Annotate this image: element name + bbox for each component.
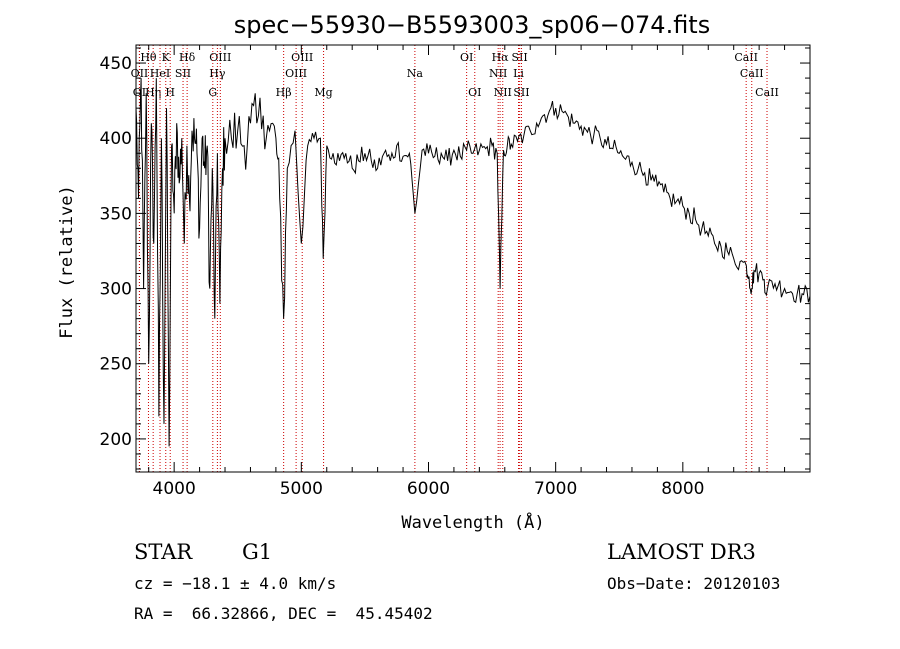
- redshift-readout: cz = −18.1 ± 4.0 km/s: [134, 574, 337, 593]
- line-label-20: NII: [489, 67, 507, 80]
- line-label-7: H: [165, 86, 175, 99]
- y-tick-label-2: 300: [100, 280, 132, 300]
- line-label-9: OIII: [209, 51, 231, 64]
- y-tick-label-3: 350: [100, 204, 132, 224]
- survey-name: LAMOST DR3: [607, 540, 756, 564]
- x-axis-label: Wavelength (Å): [401, 511, 544, 533]
- line-label-18: OI: [468, 86, 481, 99]
- chart-title: spec−55930−B5593003_sp06−074.fits: [234, 11, 710, 39]
- observation-date: Obs−Date: 20120103: [607, 574, 781, 593]
- x-tick-label-0: 4000: [153, 479, 196, 499]
- line-label-22: SII: [512, 51, 528, 64]
- x-tick-label-1: 5000: [280, 479, 323, 499]
- plot-frame: [135, 44, 811, 473]
- line-label-15: Mg: [314, 86, 332, 99]
- line-label-11: G: [208, 86, 217, 99]
- spectrum-series: [135, 78, 811, 447]
- line-label-17: OI: [460, 51, 473, 64]
- y-axis-label: Flux (relative): [57, 185, 77, 339]
- line-label-10: Hγ: [209, 67, 226, 80]
- object-subclass: G1: [242, 540, 273, 564]
- line-label-4: K: [162, 51, 171, 64]
- x-tick-label-2: 6000: [407, 479, 450, 499]
- line-label-1: OII: [131, 67, 149, 80]
- y-tick-label-5: 450: [100, 54, 132, 74]
- spectrum-line: [135, 78, 811, 447]
- line-label-23: Li: [513, 67, 524, 80]
- line-label-27: CaII: [755, 86, 779, 99]
- y-tick-label-0: 200: [100, 430, 132, 450]
- y-tick-label-4: 400: [100, 129, 132, 149]
- line-label-6: SII: [175, 67, 191, 80]
- x-tick-label-4: 8000: [661, 479, 704, 499]
- line-label-16: Na: [407, 67, 424, 80]
- y-tick-label-1: 250: [100, 355, 132, 375]
- line-label-13: OIII: [291, 51, 313, 64]
- coordinates-readout: RA = 66.32866, DEC = 45.45402: [134, 604, 433, 623]
- axis-ticks: 4000 5000 6000 7000 8000 200 250 300 350 400 450: [100, 45, 810, 499]
- object-class: STAR: [134, 540, 193, 564]
- line-label-5: HeI: [150, 67, 170, 80]
- line-label-12: Hβ: [276, 86, 292, 99]
- line-label-25: CaII: [734, 51, 758, 64]
- line-label-21: NII: [494, 86, 512, 99]
- line-label-19: Hα: [492, 51, 510, 64]
- line-label-26: CaII: [740, 67, 764, 80]
- line-label-14: OIII: [285, 67, 307, 80]
- line-label-8: Hδ: [179, 51, 196, 64]
- line-label-3: Hη: [145, 86, 161, 99]
- line-label-24: SII: [513, 86, 529, 99]
- line-label-0: Hθ: [140, 51, 157, 64]
- x-tick-label-3: 7000: [534, 479, 577, 499]
